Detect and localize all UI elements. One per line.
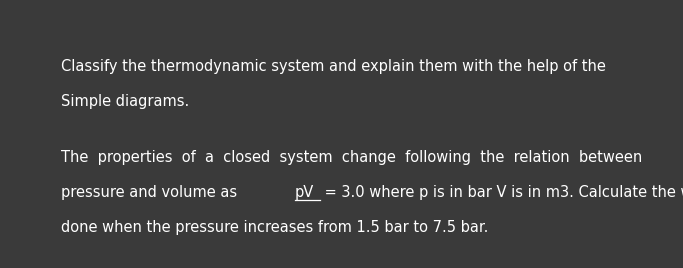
Text: = 3.0 where p is in bar V is in m3. Calculate the work: = 3.0 where p is in bar V is in m3. Calc…	[320, 185, 683, 200]
Text: pV: pV	[294, 185, 314, 200]
Text: Classify the thermodynamic system and explain them with the help of the: Classify the thermodynamic system and ex…	[61, 59, 607, 74]
Text: pressure and volume as: pressure and volume as	[61, 185, 242, 200]
Text: done when the pressure increases from 1.5 bar to 7.5 bar.: done when the pressure increases from 1.…	[61, 220, 489, 235]
Text: The  properties  of  a  closed  system  change  following  the  relation  betwee: The properties of a closed system change…	[61, 150, 643, 165]
Text: Simple diagrams.: Simple diagrams.	[61, 94, 190, 109]
